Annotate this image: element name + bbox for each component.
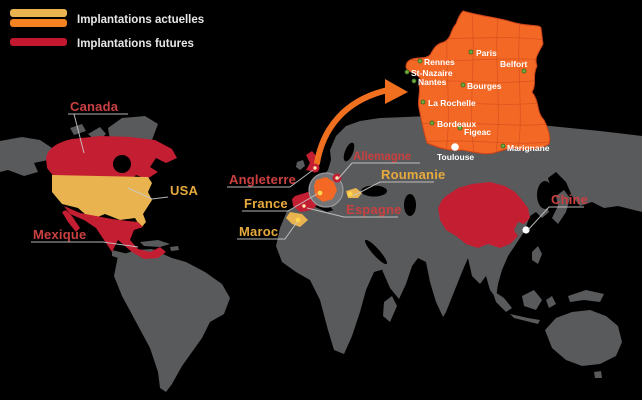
legend-swatch-futures-red — [10, 38, 67, 46]
red-sea — [364, 239, 388, 265]
leader-mexique — [31, 241, 139, 248]
inset-city-dots — [404, 49, 527, 149]
country-labels: Canada USA Mexique Angleterre France Mar… — [33, 99, 588, 242]
marker-dot-roumanie — [347, 191, 353, 197]
country-chine — [438, 182, 530, 248]
legend-swatch-actuelles-orange — [10, 19, 67, 27]
legend-swatch-actuelles-gold — [10, 9, 67, 17]
leader-espagne — [306, 207, 398, 218]
label-canada: Canada — [70, 99, 119, 114]
hudson-bay-overlay — [113, 155, 131, 173]
black-sea — [361, 185, 387, 197]
landmass-sumatra — [492, 290, 512, 312]
city-label-st-nazaire: St-Nazaire — [411, 68, 453, 78]
city-dot-la-rochelle — [420, 99, 426, 105]
marker-dot-france — [317, 190, 323, 196]
label-angleterre: Angleterre — [229, 172, 296, 187]
inset-city-labels: Paris Rennes St-Nazaire Nantes Bourges B… — [411, 48, 550, 162]
legend: Implantations actuelles Implantations fu… — [10, 9, 204, 50]
city-label-marignane: Marignane — [507, 143, 550, 153]
landmass-tasmania — [594, 371, 602, 378]
city-label-figeac: Figeac — [464, 127, 491, 137]
sea-of-japan — [537, 181, 553, 209]
landmass-alaska — [0, 137, 52, 176]
country-usa — [52, 175, 152, 228]
landmass-philippines — [532, 246, 542, 264]
marker-dot-chine — [522, 226, 530, 234]
inset-france-shape — [405, 10, 551, 155]
baltic-sea — [343, 142, 355, 162]
landmass-australia — [545, 310, 622, 366]
country-france-blob — [314, 177, 337, 202]
city-dot-marignane — [500, 143, 506, 149]
city-label-bordeaux: Bordeaux — [437, 119, 476, 129]
landmass-ireland — [296, 160, 305, 170]
city-label-nantes: Nantes — [418, 77, 447, 87]
legend-label-actuelles: Implantations actuelles — [77, 14, 204, 26]
city-label-belfort: Belfort — [500, 59, 528, 69]
landmass-new-guinea — [568, 290, 604, 302]
city-label-rennes: Rennes — [424, 57, 455, 67]
city-label-toulouse: Toulouse — [437, 152, 474, 162]
leader-maroc — [237, 221, 298, 240]
country-mexique — [62, 206, 166, 259]
city-dot-bourges — [460, 82, 466, 88]
leader-angleterre — [227, 169, 314, 188]
landmass-cuba — [140, 240, 179, 251]
marker-center-allemagne — [335, 176, 339, 180]
landmass-java — [510, 314, 540, 324]
zoom-arrowhead-icon — [385, 79, 408, 104]
inset-region-borders — [409, 13, 550, 153]
label-maroc: Maroc — [239, 224, 278, 239]
landmass-borneo — [522, 290, 542, 310]
city-dot-nantes — [411, 78, 417, 84]
marker-center-espagne — [302, 204, 306, 208]
leader-allemagne — [337, 162, 420, 180]
city-label-la-rochelle: La Rochelle — [428, 98, 476, 108]
label-usa: USA — [170, 183, 198, 198]
leader-chine — [527, 206, 584, 231]
label-espagne: Espagne — [346, 202, 402, 217]
city-label-bourges: Bourges — [467, 81, 502, 91]
label-france: France — [244, 196, 288, 211]
leader-canada — [68, 113, 128, 154]
landmass-africa — [276, 205, 392, 354]
city-dot-toulouse — [451, 143, 459, 151]
landmass-madagascar — [383, 296, 397, 322]
leader-lines — [31, 113, 584, 248]
city-dot-rennes — [417, 58, 423, 64]
city-label-paris: Paris — [476, 48, 497, 58]
marker-center-angleterre — [313, 166, 317, 170]
marker-dot-maroc — [295, 217, 301, 223]
label-mexique: Mexique — [33, 227, 86, 242]
label-chine: Chine — [551, 192, 588, 207]
leader-usa — [127, 187, 169, 200]
france-inset-map: Paris Rennes St-Nazaire Nantes Bourges B… — [404, 10, 551, 162]
legend-label-futures: Implantations futures — [77, 38, 194, 50]
country-canada — [46, 136, 177, 181]
city-dot-figeac — [457, 125, 463, 131]
caspian-sea — [404, 194, 416, 216]
landmass-sulawesi — [546, 296, 556, 308]
zoom-arrow-icon — [314, 87, 391, 166]
label-roumanie: Roumanie — [381, 167, 445, 182]
label-allemagne: Allemagne — [353, 151, 411, 163]
leader-roumanie — [352, 181, 434, 197]
city-dot-paris — [468, 49, 474, 55]
city-dot-st-nazaire — [404, 69, 410, 75]
implantation-markers — [295, 163, 530, 234]
landmass-south-america — [114, 249, 230, 392]
leader-france — [242, 193, 318, 212]
city-dot-belfort — [521, 68, 527, 74]
city-dot-bordeaux — [429, 120, 435, 126]
